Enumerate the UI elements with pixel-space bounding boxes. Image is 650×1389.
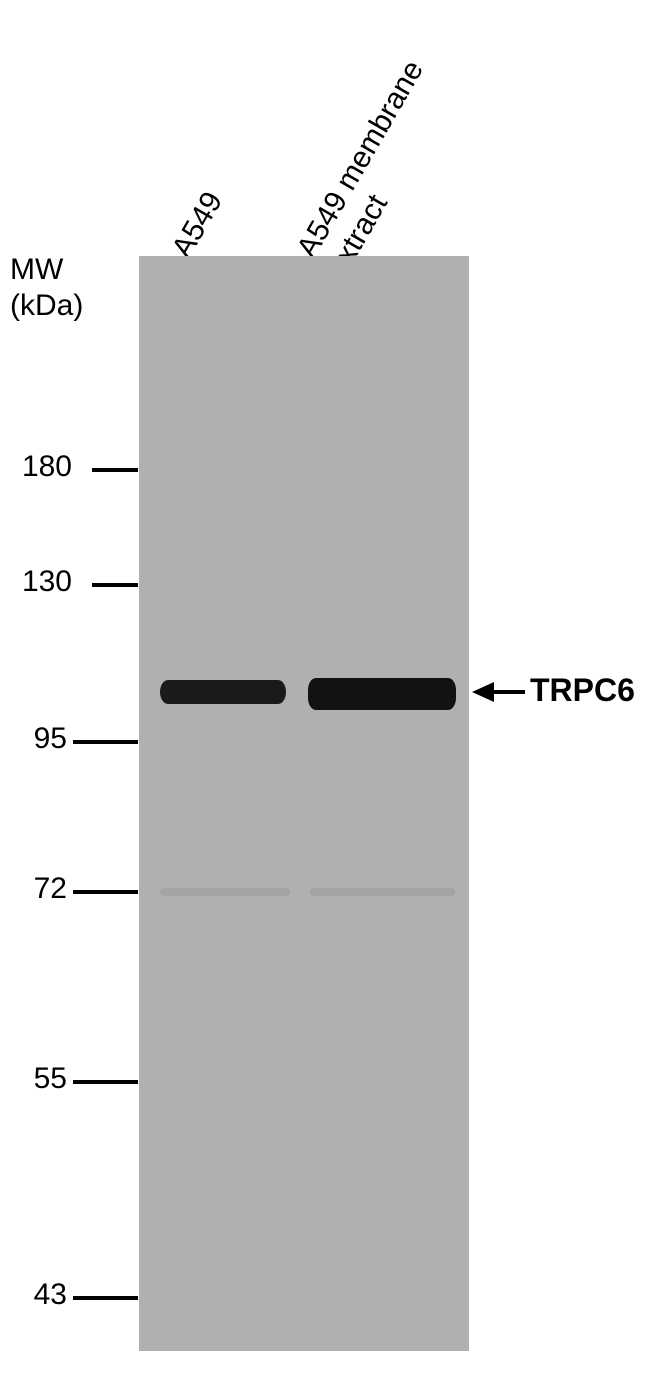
- band-lane2-trpc6: [308, 678, 456, 710]
- arrow-head-icon: [472, 682, 494, 702]
- mw-label-180: 180: [17, 450, 72, 484]
- lane-label-1: A549: [166, 186, 230, 264]
- blot-membrane: [139, 256, 469, 1351]
- mw-value: 72: [34, 872, 67, 905]
- faint-band-lane1: [160, 888, 290, 896]
- mw-value: 43: [34, 1278, 67, 1311]
- mw-label-43: 43: [27, 1278, 67, 1312]
- target-label: TRPC6: [530, 672, 635, 709]
- mw-label-130: 130: [17, 565, 72, 599]
- mw-value: 130: [22, 565, 72, 598]
- mw-label-95: 95: [27, 722, 67, 756]
- mw-header: MW (kDa): [10, 252, 83, 324]
- lane-label-text: A549: [166, 186, 230, 263]
- mw-tick-55: [73, 1080, 138, 1084]
- mw-header-line1: MW: [10, 252, 83, 288]
- mw-value: 55: [34, 1062, 67, 1095]
- western-blot-figure: A549 A549 membrane extract MW (kDa) 180 …: [0, 0, 650, 1389]
- mw-value: 180: [22, 450, 72, 483]
- mw-tick-180: [92, 468, 138, 472]
- target-label-text: TRPC6: [530, 672, 635, 708]
- mw-tick-130: [92, 583, 138, 587]
- band-lane1-trpc6: [160, 680, 286, 704]
- faint-band-lane2: [310, 888, 455, 896]
- mw-value: 95: [34, 722, 67, 755]
- mw-label-72: 72: [27, 872, 67, 906]
- mw-tick-43: [73, 1296, 138, 1300]
- mw-label-55: 55: [27, 1062, 67, 1096]
- mw-tick-95: [73, 740, 138, 744]
- mw-header-line2: (kDa): [10, 288, 83, 324]
- arrow-line: [493, 690, 525, 694]
- mw-tick-72: [73, 890, 138, 894]
